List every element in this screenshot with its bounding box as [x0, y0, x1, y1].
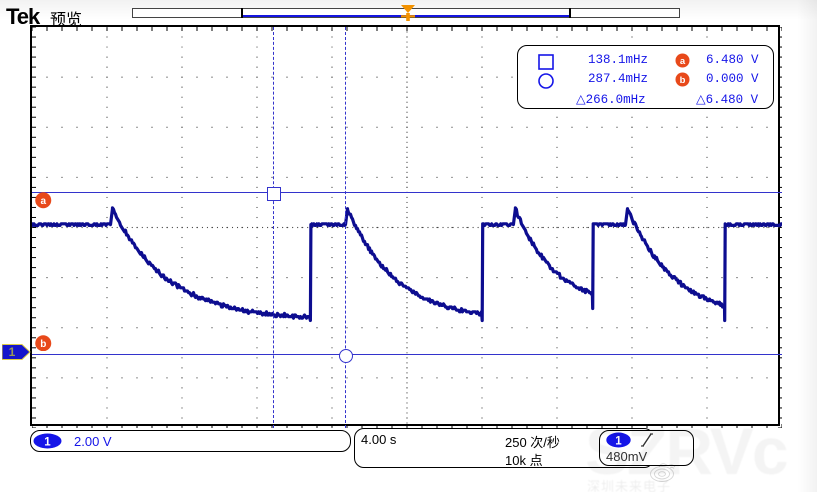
svg-text:a: a: [680, 56, 686, 67]
svg-text:b: b: [40, 339, 46, 350]
svg-text:b: b: [680, 75, 686, 86]
svg-text:1: 1: [9, 345, 16, 359]
svg-text:1: 1: [44, 437, 51, 449]
svg-text:a: a: [40, 196, 46, 207]
